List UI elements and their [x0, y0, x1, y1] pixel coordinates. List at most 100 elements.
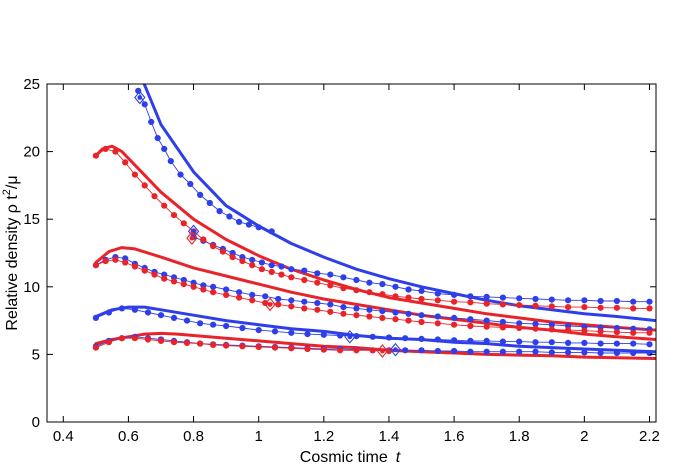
diamond-marker: [264, 297, 276, 312]
blue-sim-B-point: [483, 293, 490, 300]
red-sim-A-point: [646, 305, 653, 312]
blue-sim-D-point: [170, 314, 178, 321]
red-sim-A-point: [268, 268, 275, 275]
diamond-marker-center: [137, 95, 143, 100]
blue-sim-C-point: [262, 293, 269, 300]
simulation-series: [92, 87, 653, 357]
red-sim-B-point: [483, 323, 490, 330]
red-sim-A-point: [92, 152, 99, 159]
blue-sim-B-point: [467, 293, 474, 300]
blue-sim-D-point: [467, 337, 474, 344]
diamond-marker: [344, 329, 356, 344]
blue-sim-D-point: [239, 324, 246, 332]
red-sim-B-point: [236, 294, 243, 301]
x-axis-label: Cosmic time t: [300, 449, 401, 466]
blue-theory-2-curve: [94, 305, 656, 354]
theory-curves: [94, 84, 656, 360]
blue-sim-D-point: [402, 335, 409, 342]
blue-sim-E-point: [434, 347, 441, 355]
red-sim-A-point: [353, 287, 360, 294]
red-sim-B-point: [301, 305, 308, 312]
red-sim-B-point: [210, 289, 217, 296]
blue-sim-B-point: [366, 279, 373, 286]
blue-sim-E-point: [467, 348, 474, 355]
red-sim-A-point: [161, 202, 168, 209]
blue-sim-D-point: [197, 320, 204, 327]
blue-sim-D-point: [92, 314, 99, 321]
blue-sim-D-point: [131, 306, 138, 313]
blue-sim-C-point: [288, 297, 295, 304]
blue-sim-E-point: [499, 348, 506, 355]
diamond-marker: [186, 231, 198, 245]
red-sim-A-point: [151, 193, 158, 200]
blue-sim-B-point: [278, 263, 285, 270]
blue-sim-B-point: [581, 297, 588, 304]
blue-sim-C-point: [499, 318, 506, 326]
y-axis-label-exponent: 2: [1, 189, 13, 195]
diamond-marker-center: [189, 235, 195, 241]
red-sim-A-point: [516, 302, 523, 309]
red-sim-A-point: [565, 304, 572, 311]
red-sim-A-point: [141, 182, 148, 189]
blue-sim-D: [92, 305, 653, 348]
blue-sim-A: [135, 87, 275, 235]
red-sim-A-point: [366, 289, 373, 296]
diamond-marker-outline: [376, 344, 389, 358]
blue-sim-E-point: [581, 349, 588, 356]
blue-sim-B-point: [548, 296, 555, 303]
blue-sim-B-point: [451, 291, 458, 298]
plot-frame: [46, 83, 657, 423]
red-sim-C-point: [223, 342, 230, 349]
red-sim-B-point: [379, 314, 386, 321]
red-sim-B-point: [597, 328, 604, 335]
blue-sim-D-point: [613, 340, 621, 347]
red-sim-C-point: [170, 339, 178, 346]
blue-sim-E-point: [630, 349, 637, 357]
x-tick-label: 1.4: [379, 428, 400, 445]
blue-sim-D-point: [157, 312, 165, 319]
y-tick-label: 25: [23, 76, 40, 93]
blue-sim-B-point: [258, 259, 265, 266]
x-tick-label: 0.8: [183, 428, 204, 445]
blue-sim-C-point: [405, 310, 412, 317]
blue-sim-E-point: [597, 349, 604, 357]
blue-sim-C-point: [434, 313, 441, 320]
red-sim-B-point: [92, 262, 99, 269]
blue-sim-E-point: [402, 347, 409, 354]
diamond-marker: [376, 344, 389, 358]
blue-sim-C-point: [249, 291, 256, 298]
blue-sim-B-point: [418, 287, 425, 294]
red-sim-C-point: [239, 343, 246, 350]
blue-sim-C-point: [516, 320, 523, 327]
red-sim-B-point: [249, 297, 256, 304]
blue-sim-A-point: [236, 218, 243, 225]
blue-sim-E-point: [418, 347, 425, 354]
blue-sim-C-point: [223, 286, 230, 293]
red-sim-A-point: [314, 279, 321, 286]
red-sim-A-point: [467, 299, 474, 306]
red-sim-A-point: [170, 212, 178, 219]
red-sim-A-point: [532, 302, 539, 309]
blue-sim-D-point: [183, 317, 191, 324]
blue-sim-E-point: [451, 347, 458, 355]
blue-sim-A-point: [167, 158, 174, 165]
red-sim-A-point: [200, 236, 207, 243]
red-sim-B-point: [141, 267, 148, 274]
red-sim-B-point: [200, 286, 207, 293]
blue-sim-B-point: [532, 295, 539, 303]
y-tick-label: 20: [23, 144, 40, 161]
y-tick-label: 15: [23, 211, 40, 228]
red-sim-B-point: [565, 327, 572, 334]
blue-sim-D-point: [210, 321, 217, 328]
x-tick-label: 2: [580, 428, 588, 445]
blue-sim-E-point: [516, 348, 523, 355]
blue-sim-B-point: [646, 298, 653, 305]
x-tick-label: 1.2: [313, 428, 334, 445]
red-sim-C-point: [353, 347, 360, 354]
blue-sim-D-point: [516, 338, 523, 345]
y-axis-ticks: 0 5 10 15 20 25: [23, 76, 656, 431]
red-sim-A-point: [122, 159, 129, 166]
red-sim-A: [92, 145, 653, 312]
diamond-marker-outline: [264, 297, 276, 312]
blue-sim-E-point: [532, 348, 539, 355]
